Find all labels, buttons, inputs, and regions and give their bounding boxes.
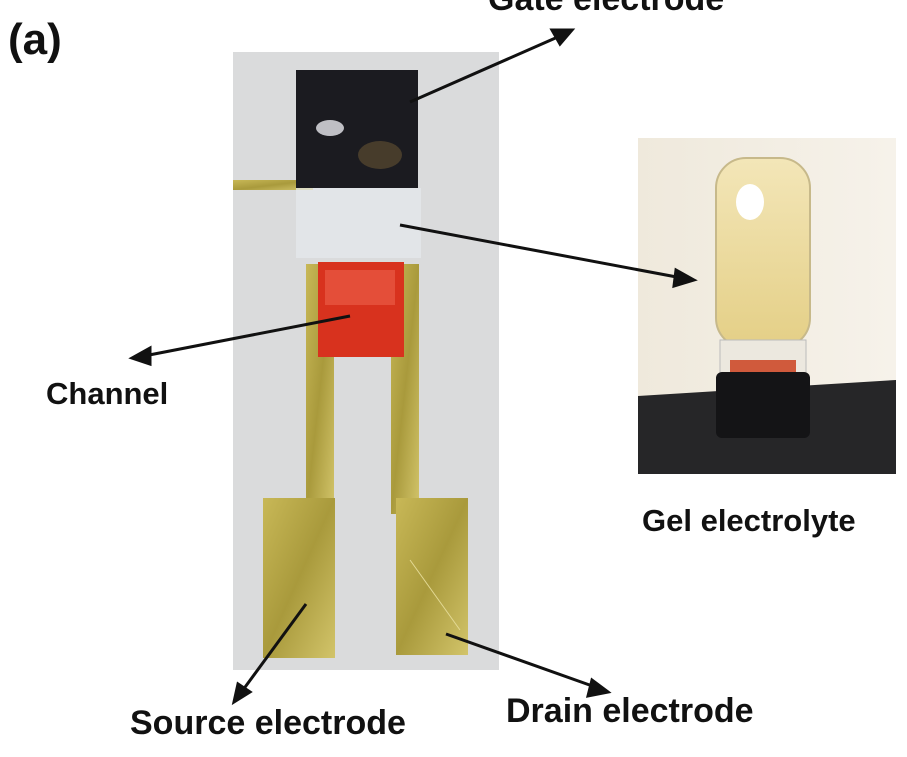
- vial-cap: [716, 372, 810, 438]
- vial-residue: [730, 360, 796, 372]
- source-electrode-label: Source electrode: [130, 704, 406, 742]
- channel-arrowhead: [128, 345, 152, 367]
- gate-lead: [233, 180, 313, 190]
- pad-scratch: [409, 559, 461, 631]
- vial-body: [715, 157, 811, 349]
- channel-arrow: [143, 314, 351, 358]
- drain-electrode-label: Drain electrode: [506, 692, 754, 730]
- gel-bubble: [736, 184, 764, 220]
- gate-arrow: [409, 34, 561, 104]
- gate-electrode-label: Gate electrode: [488, 0, 724, 16]
- gate-arrowhead: [549, 28, 576, 47]
- drain-arrowhead: [585, 677, 612, 698]
- source-arrowhead: [231, 681, 253, 706]
- drain-arrow: [445, 632, 599, 690]
- drain-pad: [396, 498, 468, 655]
- channel-sheen: [325, 270, 395, 305]
- gel-arrow: [399, 223, 683, 280]
- source-pad: [263, 498, 335, 658]
- gel-electrolyte-label: Gel electrolyte: [642, 503, 856, 538]
- panel-label: (a): [8, 15, 62, 64]
- gel-arrowhead: [672, 267, 698, 289]
- gate-reflection: [316, 120, 344, 136]
- gate-electrode: [296, 70, 418, 188]
- channel-label: Channel: [46, 376, 169, 411]
- gel-film: [296, 188, 421, 258]
- source-arrow: [238, 603, 308, 695]
- gate-reflection: [358, 141, 402, 169]
